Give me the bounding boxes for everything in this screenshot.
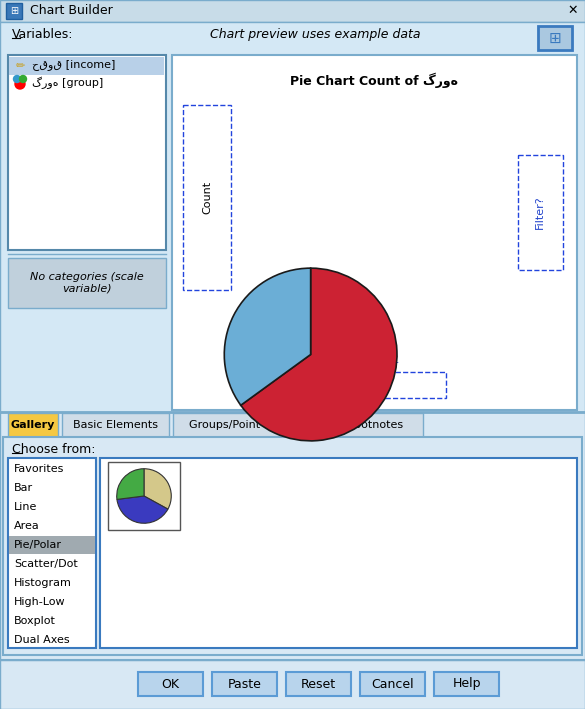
Text: High-Low: High-Low — [14, 597, 66, 607]
Text: ✏: ✏ — [15, 61, 25, 71]
Text: ⊞: ⊞ — [10, 6, 18, 16]
Text: حقوق [income]: حقوق [income] — [32, 59, 115, 70]
Text: Boxplot: Boxplot — [14, 616, 56, 626]
FancyBboxPatch shape — [108, 462, 180, 530]
Wedge shape — [241, 268, 397, 441]
FancyBboxPatch shape — [0, 660, 585, 709]
FancyBboxPatch shape — [8, 413, 58, 437]
Circle shape — [13, 75, 20, 82]
Text: Chart preview uses example data: Chart preview uses example data — [210, 28, 421, 41]
Text: Set color: Set color — [349, 360, 398, 370]
Text: Favorites: Favorites — [14, 464, 64, 474]
Text: گروه: گروه — [325, 377, 355, 393]
Text: Titles/Footnotes: Titles/Footnotes — [315, 420, 404, 430]
Circle shape — [254, 386, 262, 394]
Text: Chart Builder: Chart Builder — [30, 4, 113, 17]
FancyBboxPatch shape — [100, 458, 577, 648]
Wedge shape — [117, 496, 168, 523]
Text: Reset: Reset — [301, 678, 336, 691]
Text: گروه [group]: گروه [group] — [32, 77, 103, 89]
FancyBboxPatch shape — [138, 672, 203, 696]
FancyBboxPatch shape — [8, 55, 166, 250]
FancyBboxPatch shape — [212, 672, 277, 696]
Wedge shape — [144, 469, 171, 509]
Text: Area: Area — [14, 521, 40, 531]
Text: Pie/Polar: Pie/Polar — [14, 540, 62, 550]
FancyBboxPatch shape — [6, 3, 22, 19]
Circle shape — [264, 386, 272, 394]
Text: Gallery: Gallery — [11, 420, 55, 430]
Text: Line: Line — [14, 502, 37, 512]
FancyBboxPatch shape — [286, 672, 351, 696]
FancyBboxPatch shape — [9, 57, 164, 75]
Text: Pie Chart Count of گروه: Pie Chart Count of گروه — [290, 73, 458, 89]
FancyBboxPatch shape — [434, 672, 499, 696]
FancyBboxPatch shape — [62, 413, 169, 437]
FancyBboxPatch shape — [8, 458, 96, 648]
Text: No categories (scale
variable): No categories (scale variable) — [30, 272, 144, 294]
Circle shape — [258, 380, 268, 390]
FancyBboxPatch shape — [0, 0, 585, 22]
Text: ✕: ✕ — [567, 4, 577, 17]
Text: Paste: Paste — [228, 678, 261, 691]
Text: Count: Count — [202, 180, 212, 213]
Wedge shape — [117, 469, 144, 499]
FancyBboxPatch shape — [0, 22, 585, 709]
FancyBboxPatch shape — [172, 55, 577, 410]
FancyBboxPatch shape — [173, 413, 292, 437]
Text: Dual Axes: Dual Axes — [14, 635, 70, 645]
Wedge shape — [224, 268, 311, 406]
Circle shape — [15, 79, 25, 89]
Text: Scatter/Dot: Scatter/Dot — [14, 559, 78, 569]
Text: Bar: Bar — [14, 483, 33, 493]
Text: Basic Elements: Basic Elements — [73, 420, 158, 430]
Circle shape — [19, 75, 26, 82]
FancyBboxPatch shape — [538, 26, 572, 50]
FancyBboxPatch shape — [296, 413, 423, 437]
FancyBboxPatch shape — [360, 672, 425, 696]
Text: Help: Help — [452, 678, 481, 691]
FancyBboxPatch shape — [3, 437, 582, 655]
Text: Groups/Point ID: Groups/Point ID — [190, 420, 276, 430]
FancyBboxPatch shape — [8, 258, 166, 308]
FancyBboxPatch shape — [9, 536, 95, 554]
Text: Filter?: Filter? — [535, 195, 545, 229]
Text: Histogram: Histogram — [14, 578, 72, 588]
FancyBboxPatch shape — [0, 412, 585, 660]
Text: ⊞: ⊞ — [549, 30, 562, 45]
Text: OK: OK — [161, 678, 180, 691]
Text: Cancel: Cancel — [371, 678, 414, 691]
Text: Variables:: Variables: — [12, 28, 74, 41]
Text: Choose from:: Choose from: — [12, 443, 95, 456]
